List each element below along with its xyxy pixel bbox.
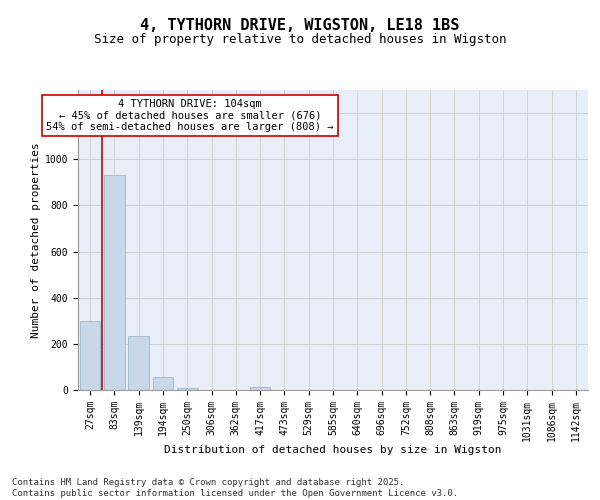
Bar: [104, 176, 125, 390]
Bar: [128, 336, 149, 390]
Text: 4 TYTHORN DRIVE: 104sqm
← 45% of detached houses are smaller (676)
54% of semi-d: 4 TYTHORN DRIVE: 104sqm ← 45% of detache…: [46, 99, 334, 132]
Bar: [177, 388, 197, 390]
Y-axis label: Number of detached properties: Number of detached properties: [31, 142, 41, 338]
Text: 4, TYTHORN DRIVE, WIGSTON, LE18 1BS: 4, TYTHORN DRIVE, WIGSTON, LE18 1BS: [140, 18, 460, 32]
Text: Contains HM Land Registry data © Crown copyright and database right 2025.
Contai: Contains HM Land Registry data © Crown c…: [12, 478, 458, 498]
Text: Size of property relative to detached houses in Wigston: Size of property relative to detached ho…: [94, 32, 506, 46]
Bar: [250, 387, 271, 390]
X-axis label: Distribution of detached houses by size in Wigston: Distribution of detached houses by size …: [164, 445, 502, 455]
Bar: [80, 321, 100, 390]
Bar: [152, 378, 173, 390]
